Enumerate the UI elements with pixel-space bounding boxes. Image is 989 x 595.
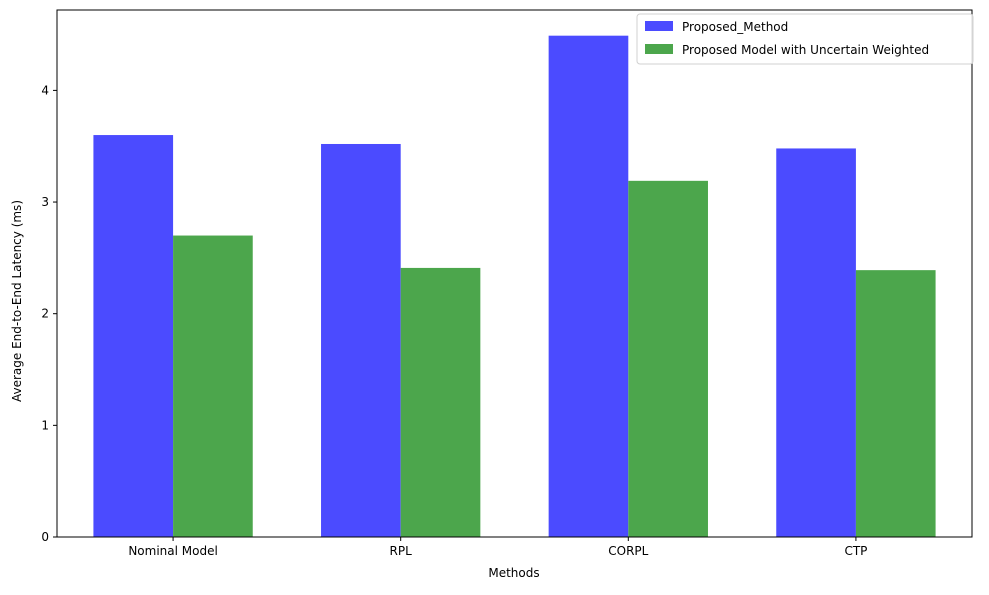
ticks-layer: 0 1 2 3 4 Nominal Model RPL CORPL CTP bbox=[41, 83, 867, 558]
x-tick-label-3: CTP bbox=[844, 544, 867, 558]
bar-uncertain-weighted-2 bbox=[628, 180, 708, 537]
y-tick-label-2: 2 bbox=[41, 307, 49, 321]
y-tick-label-4: 4 bbox=[41, 83, 49, 97]
bar-uncertain-weighted-3 bbox=[855, 270, 936, 537]
y-tick-label-3: 3 bbox=[41, 195, 49, 209]
legend-frame bbox=[636, 13, 974, 65]
x-axis-label: Methods bbox=[488, 566, 539, 580]
legend-swatch-uncertain-weighted bbox=[645, 44, 673, 54]
bars-layer bbox=[93, 35, 936, 538]
bar-proposed-method-3 bbox=[776, 148, 856, 537]
x-tick-label-0: Nominal Model bbox=[128, 544, 217, 558]
legend-swatch-proposed-method bbox=[645, 21, 673, 31]
legend: Proposed_Method Proposed Model with Unce… bbox=[636, 13, 974, 65]
bar-proposed-method-1 bbox=[321, 143, 401, 538]
bar-proposed-method-2 bbox=[548, 35, 629, 538]
bar-uncertain-weighted-0 bbox=[173, 235, 253, 538]
y-tick-label-1: 1 bbox=[41, 418, 49, 432]
bar-proposed-method-0 bbox=[93, 135, 174, 538]
y-tick-label-0: 0 bbox=[41, 530, 49, 544]
plot-frame bbox=[56, 9, 973, 538]
x-tick-label-1: RPL bbox=[390, 544, 413, 558]
x-tick-label-2: CORPL bbox=[608, 544, 648, 558]
legend-label-proposed-method: Proposed_Method bbox=[682, 20, 788, 34]
y-axis-label: Average End-to-End Latency (ms) bbox=[10, 200, 24, 402]
legend-label-uncertain-weighted: Proposed Model with Uncertain Weighted bbox=[682, 43, 929, 57]
axes-layer bbox=[56, 9, 973, 538]
bar-uncertain-weighted-1 bbox=[400, 267, 481, 537]
